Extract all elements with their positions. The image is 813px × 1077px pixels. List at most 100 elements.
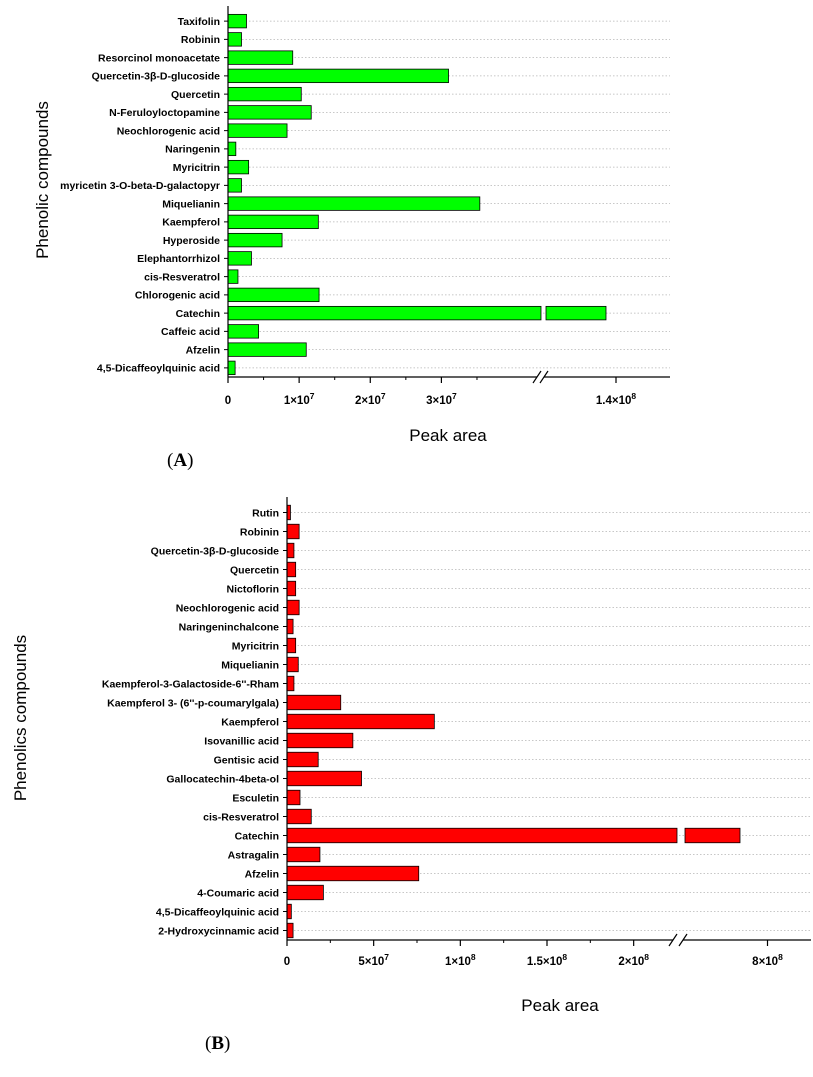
x-tick-label: 1×108	[445, 952, 476, 968]
category-label: Isovanillic acid	[204, 735, 279, 747]
x-tick-label: 2×108	[618, 952, 649, 968]
category-label: Catechin	[176, 308, 220, 320]
category-label: Rutin	[252, 507, 279, 519]
category-label: Afzelin	[245, 868, 279, 880]
category-label: cis-Resveratrol	[144, 271, 220, 283]
bar	[286, 846, 321, 863]
category-label: Elephantorrhizol	[137, 253, 220, 265]
bar	[286, 656, 299, 673]
bar	[227, 269, 239, 284]
chart-panel-a: Taxifolin Robinin Resorcinol monoacetate Qu…	[33, 6, 670, 471]
x-tick-label: 1.4×108	[596, 391, 637, 407]
bar	[286, 580, 297, 597]
panel-label: (A)	[167, 450, 193, 471]
bar-segment	[545, 305, 607, 321]
x-axis-title: Peak area	[409, 426, 487, 445]
category-label: Kaempferol-3-Galactoside-6''-Rham	[102, 678, 279, 690]
category-label: Naringeninchalcone	[179, 621, 280, 633]
bar	[227, 159, 250, 175]
y-axis-title: Phenolics compounds	[11, 635, 30, 801]
bar	[286, 884, 324, 901]
bar	[286, 732, 354, 749]
bar	[227, 123, 288, 138]
bar	[286, 922, 294, 939]
x-tick-label: 5×107	[358, 952, 389, 968]
bar	[286, 675, 295, 692]
axis-break-mark	[678, 933, 688, 947]
category-label: Quercetin	[230, 564, 279, 576]
bar	[286, 523, 300, 540]
bar	[286, 903, 292, 920]
category-label: Myricitrin	[232, 640, 279, 652]
panel-label: (B)	[205, 1033, 230, 1054]
axis-break-mark	[539, 370, 549, 384]
x-tick-label: 0	[284, 956, 290, 968]
bar	[286, 808, 312, 825]
bar	[227, 105, 312, 120]
category-label: Miquelianin	[162, 198, 220, 210]
category-label: Myricitrin	[173, 162, 220, 174]
bar	[286, 599, 300, 616]
bar	[227, 214, 319, 230]
bar	[227, 251, 252, 266]
category-label: Catechin	[235, 830, 279, 842]
category-label: Afzelin	[186, 344, 220, 356]
category-label: Robinin	[181, 34, 220, 46]
bar	[286, 637, 297, 654]
category-label: Neochlorogenic acid	[176, 602, 279, 614]
x-axis-title: Peak area	[521, 996, 599, 1015]
category-label: Quercetin	[171, 89, 220, 101]
bar	[286, 751, 319, 768]
category-label: Hyperoside	[163, 235, 220, 247]
x-tick-label: 2×107	[355, 391, 386, 407]
category-label: Neochlorogenic acid	[117, 125, 220, 137]
category-label: Miquelianin	[221, 659, 279, 671]
bar	[227, 141, 237, 157]
category-label: 4,5-Dicaffeoylquinic acid	[156, 906, 279, 918]
bar	[227, 324, 259, 339]
bar	[227, 287, 320, 303]
category-label: Kaempferol	[162, 217, 220, 229]
category-label: Esculetin	[232, 792, 279, 804]
category-label: Gentisic acid	[214, 754, 279, 766]
bar	[227, 50, 294, 65]
category-label: Robinin	[240, 526, 279, 538]
bar	[227, 32, 242, 47]
bar-segment	[684, 827, 741, 844]
bar	[286, 561, 297, 578]
bar	[227, 68, 449, 84]
bar	[227, 178, 242, 193]
axis-break-mark	[532, 370, 542, 384]
bar	[286, 865, 420, 882]
category-label: Chlorogenic acid	[135, 290, 220, 302]
bar	[286, 542, 295, 559]
bar	[227, 196, 481, 211]
bar	[286, 618, 294, 635]
bar	[227, 342, 307, 357]
bar	[227, 305, 542, 321]
category-label: Gallocatechin-4beta-ol	[166, 773, 279, 785]
chart-panel-b: Rutin Robinin Quercetin-3β-D-glucoside Quer…	[11, 497, 811, 1054]
category-label: Naringenin	[165, 144, 220, 156]
y-axis-title: Phenolic compounds	[33, 101, 52, 259]
bar	[227, 232, 283, 248]
category-label: Astragalin	[228, 849, 279, 861]
category-label: 2-Hydroxycinnamic acid	[158, 925, 279, 937]
category-label: N-Feruloyloctopamine	[109, 107, 220, 119]
bar	[227, 13, 247, 29]
category-label: Kaempferol	[221, 716, 279, 728]
x-tick-label: 1.5×108	[527, 952, 568, 968]
axis-break-mark	[668, 933, 678, 947]
bar	[286, 789, 301, 806]
x-tick-label: 1×107	[284, 391, 315, 407]
category-label: Kaempferol 3- (6''-p-coumarylgala)	[107, 697, 279, 709]
bar	[286, 827, 678, 844]
category-label: myricetin 3-O-beta-D-galactopyr	[60, 180, 220, 192]
category-label: 4,5-Dicaffeoylquinic acid	[97, 363, 220, 375]
category-label: Resorcinol monoacetate	[98, 52, 220, 64]
category-label: Caffeic acid	[161, 326, 220, 338]
category-label: cis-Resveratrol	[203, 811, 279, 823]
category-label: Taxifolin	[178, 16, 220, 28]
x-tick-label: 3×107	[426, 391, 457, 407]
